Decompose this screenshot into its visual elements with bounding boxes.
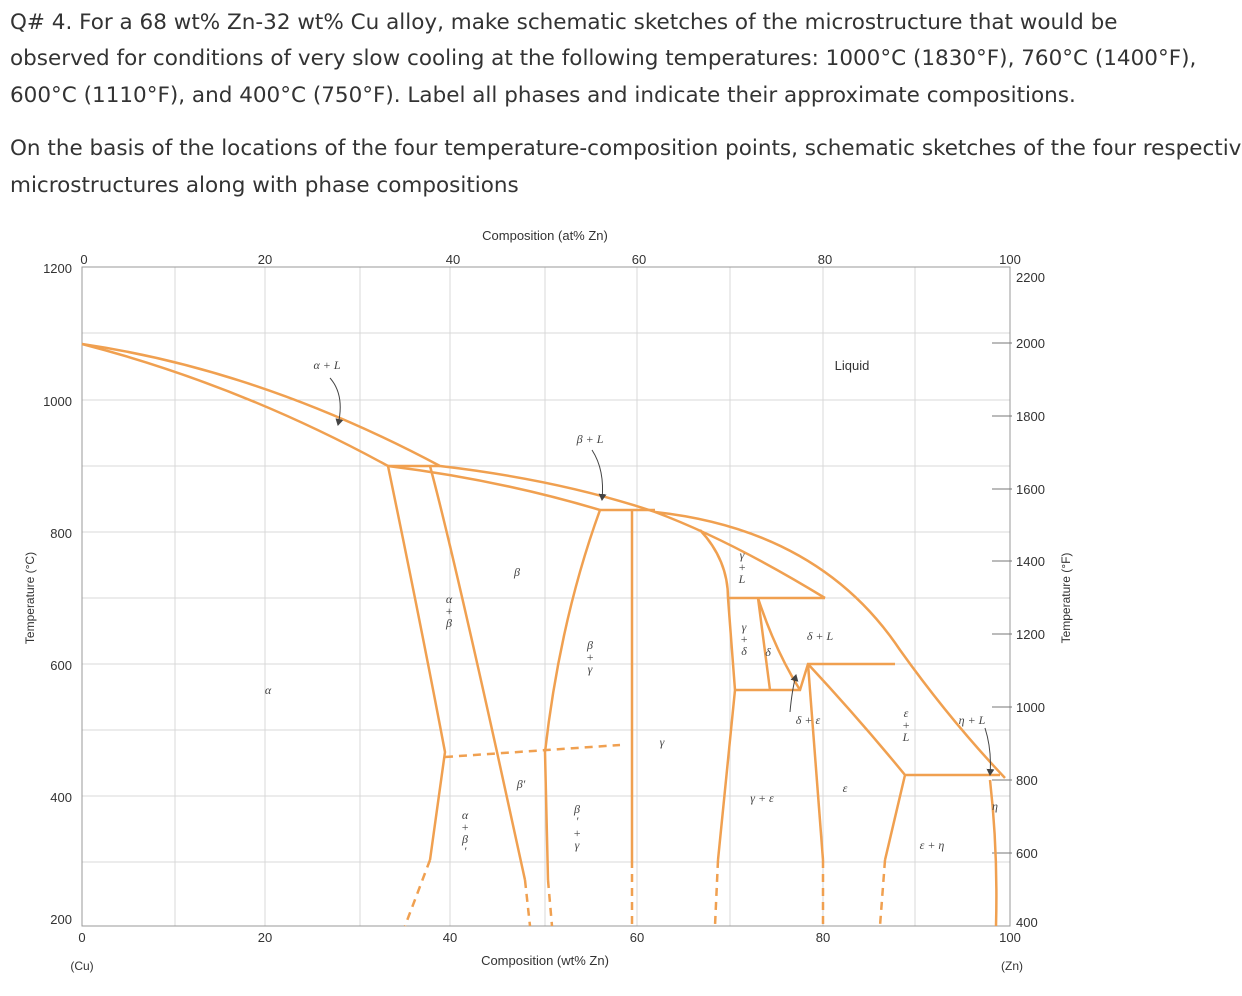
top-axis-title: Composition (at% Zn)	[482, 228, 608, 243]
answer-line: microstructures along with phase composi…	[10, 173, 519, 198]
top-tick-label: 60	[632, 252, 646, 267]
bottom-end-label: (Zn)	[1001, 959, 1023, 973]
bottom-tick-label: 20	[258, 930, 272, 945]
region-label: β	[513, 565, 520, 579]
phase-boundaries	[81, 342, 1006, 927]
bottom-tick-label: 80	[816, 930, 830, 945]
left-tick-label: 1000	[43, 394, 72, 409]
bottom-tick-label: 40	[443, 930, 457, 945]
region-label: γ+δ	[737, 620, 751, 656]
region-label: γ + ε	[750, 791, 774, 805]
bottom-end-label: (Cu)	[70, 959, 93, 973]
right-tick-label: 2000	[1016, 336, 1045, 351]
top-tick-label: 40	[446, 252, 460, 267]
right-tick-label: 1000	[1016, 700, 1045, 715]
arrows	[329, 377, 995, 776]
bottom-tick-label: 0	[78, 930, 85, 945]
region-label: β′	[516, 777, 526, 791]
region-label: α + L	[313, 358, 340, 372]
top-tick-label: 80	[818, 252, 832, 267]
region-label: β+γ	[583, 638, 597, 676]
right-tick-label: 600	[1016, 846, 1038, 861]
region-label: β + L	[576, 432, 604, 446]
region-label: Liquid	[835, 358, 870, 373]
left-tick-label: 800	[50, 526, 72, 541]
left-tick-label: 600	[50, 658, 72, 673]
region-label: α+β′	[458, 808, 472, 856]
right-tick-label: 400	[1016, 915, 1038, 930]
region-label: ε + η	[920, 838, 945, 852]
right-tick-label: 1600	[1016, 482, 1045, 497]
question-line: observed for conditions of very slow coo…	[10, 46, 1197, 71]
right-tick-label: 1400	[1016, 554, 1045, 569]
left-tick-label: 400	[50, 790, 72, 805]
right-tick-label: 800	[1016, 773, 1038, 788]
right-tick-label: 2200	[1016, 270, 1045, 285]
region-label: α	[265, 683, 272, 697]
top-tick-label: 0	[80, 252, 87, 267]
region-label: γ+L	[735, 548, 749, 584]
region-label: η + L	[959, 713, 986, 727]
right-tick-label: 1800	[1016, 409, 1045, 424]
top-tick-label: 100	[999, 252, 1021, 267]
question-line: 600°C (1110°F), and 400°C (750°F). Label…	[10, 83, 1076, 108]
region-label: δ + L	[807, 629, 834, 643]
region-label: α+β	[442, 592, 456, 630]
region-label: ε+L	[899, 706, 913, 742]
region-label: δ + ε	[796, 713, 821, 727]
right-axis-title: Temperature (°F)	[1059, 553, 1073, 644]
question-line: Q# 4. For a 68 wt% Zn-32 wt% Cu alloy, m…	[10, 10, 1118, 35]
left-axis-title: Temperature (°C)	[23, 552, 37, 644]
region-label: η	[992, 799, 998, 813]
bottom-tick-label: 60	[630, 930, 644, 945]
bottom-axis-title: Composition (wt% Zn)	[481, 953, 609, 968]
left-tick-label: 200	[50, 912, 72, 927]
top-tick-label: 20	[258, 252, 272, 267]
region-label: β′+γ	[570, 802, 584, 852]
left-tick-label: 1200	[43, 261, 72, 276]
region-label: δ	[765, 645, 771, 659]
right-tick-label: 1200	[1016, 627, 1045, 642]
bottom-tick-label: 100	[999, 930, 1021, 945]
answer-line: On the basis of the locations of the fou…	[10, 136, 1242, 161]
region-label: ε	[843, 781, 848, 795]
region-label: γ	[660, 735, 665, 749]
axis-labels: Composition (at% Zn) Composition (wt% Zn…	[23, 228, 1073, 973]
region-labels: α + L Liquid β + L β α+β α β+γ γ γ+L γ+δ…	[265, 358, 998, 856]
